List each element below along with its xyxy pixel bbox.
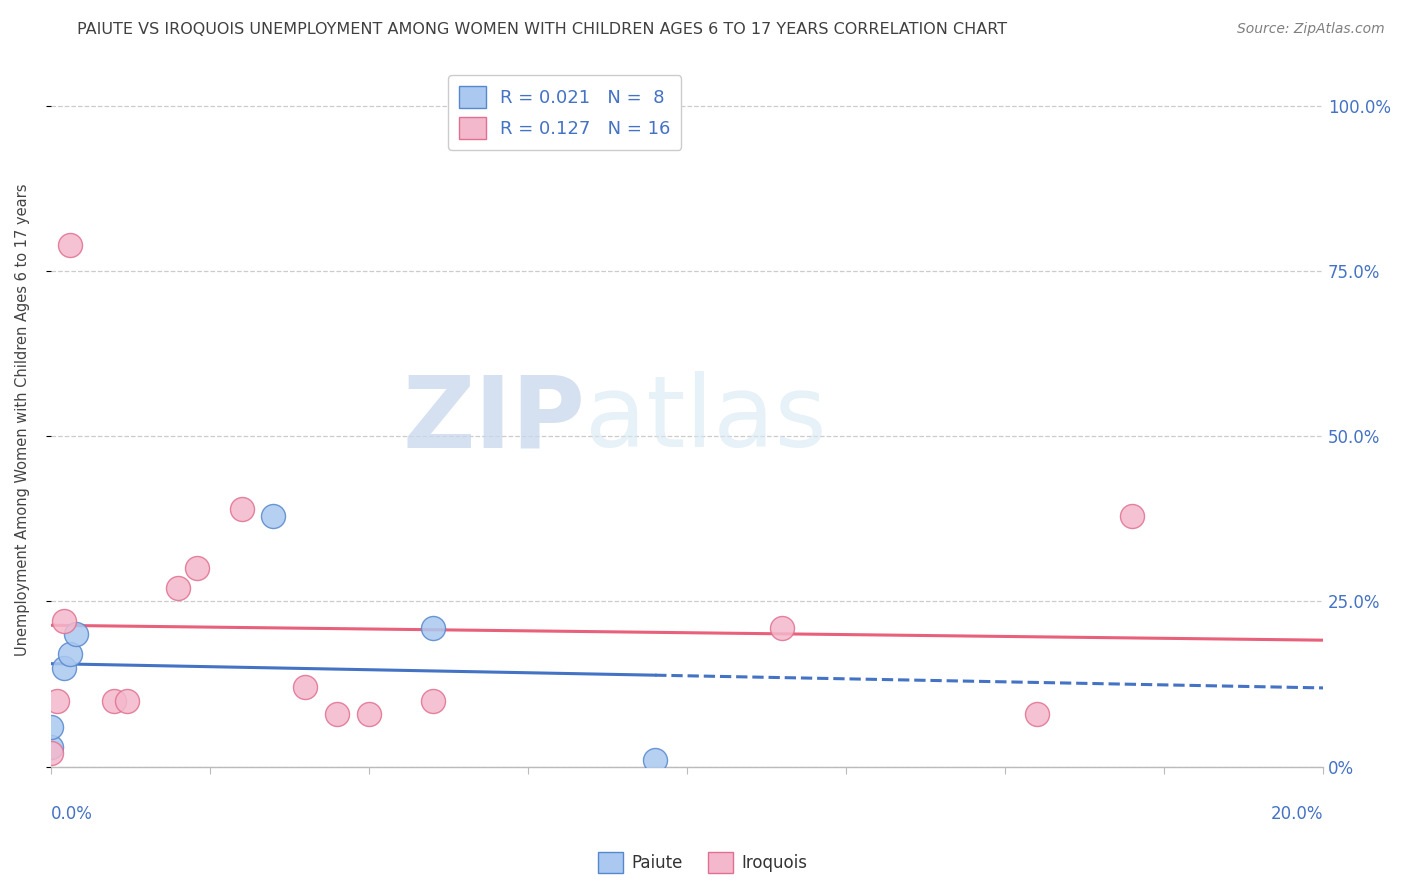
Point (422, 621, 444, 635)
Text: atlas: atlas (585, 371, 827, 468)
Legend: R = 0.021   N =  8, R = 0.127   N = 16: R = 0.021 N = 8, R = 0.127 N = 16 (449, 75, 682, 150)
Point (1121, 508, 1143, 523)
Text: 20.0%: 20.0% (1271, 805, 1323, 823)
Point (263, 508, 285, 523)
Text: PAIUTE VS IROQUOIS UNEMPLOYMENT AMONG WOMEN WITH CHILDREN AGES 6 TO 17 YEARS COR: PAIUTE VS IROQUOIS UNEMPLOYMENT AMONG WO… (77, 22, 1008, 37)
Point (52, 660, 75, 674)
Point (39, 747, 62, 761)
Text: 0.0%: 0.0% (51, 805, 93, 823)
Y-axis label: Unemployment Among Women with Children Ages 6 to 17 years: Unemployment Among Women with Children A… (15, 184, 30, 656)
Point (644, 753, 666, 767)
Point (103, 693, 125, 707)
Point (115, 693, 138, 707)
Point (39, 720, 62, 734)
Legend: Paiute, Iroquois: Paiute, Iroquois (592, 846, 814, 880)
Point (52, 614, 75, 628)
Point (59, 237, 82, 252)
Point (231, 502, 253, 516)
Point (65, 627, 87, 641)
Point (59, 648, 82, 662)
Point (294, 681, 316, 695)
Point (167, 581, 190, 595)
Point (326, 706, 349, 721)
Point (1025, 706, 1047, 721)
Point (186, 561, 208, 575)
Text: Source: ZipAtlas.com: Source: ZipAtlas.com (1237, 22, 1385, 37)
Point (46, 693, 69, 707)
Text: ZIP: ZIP (402, 371, 585, 468)
Point (770, 621, 793, 635)
Point (39, 739, 62, 754)
Point (357, 706, 380, 721)
Point (422, 693, 444, 707)
